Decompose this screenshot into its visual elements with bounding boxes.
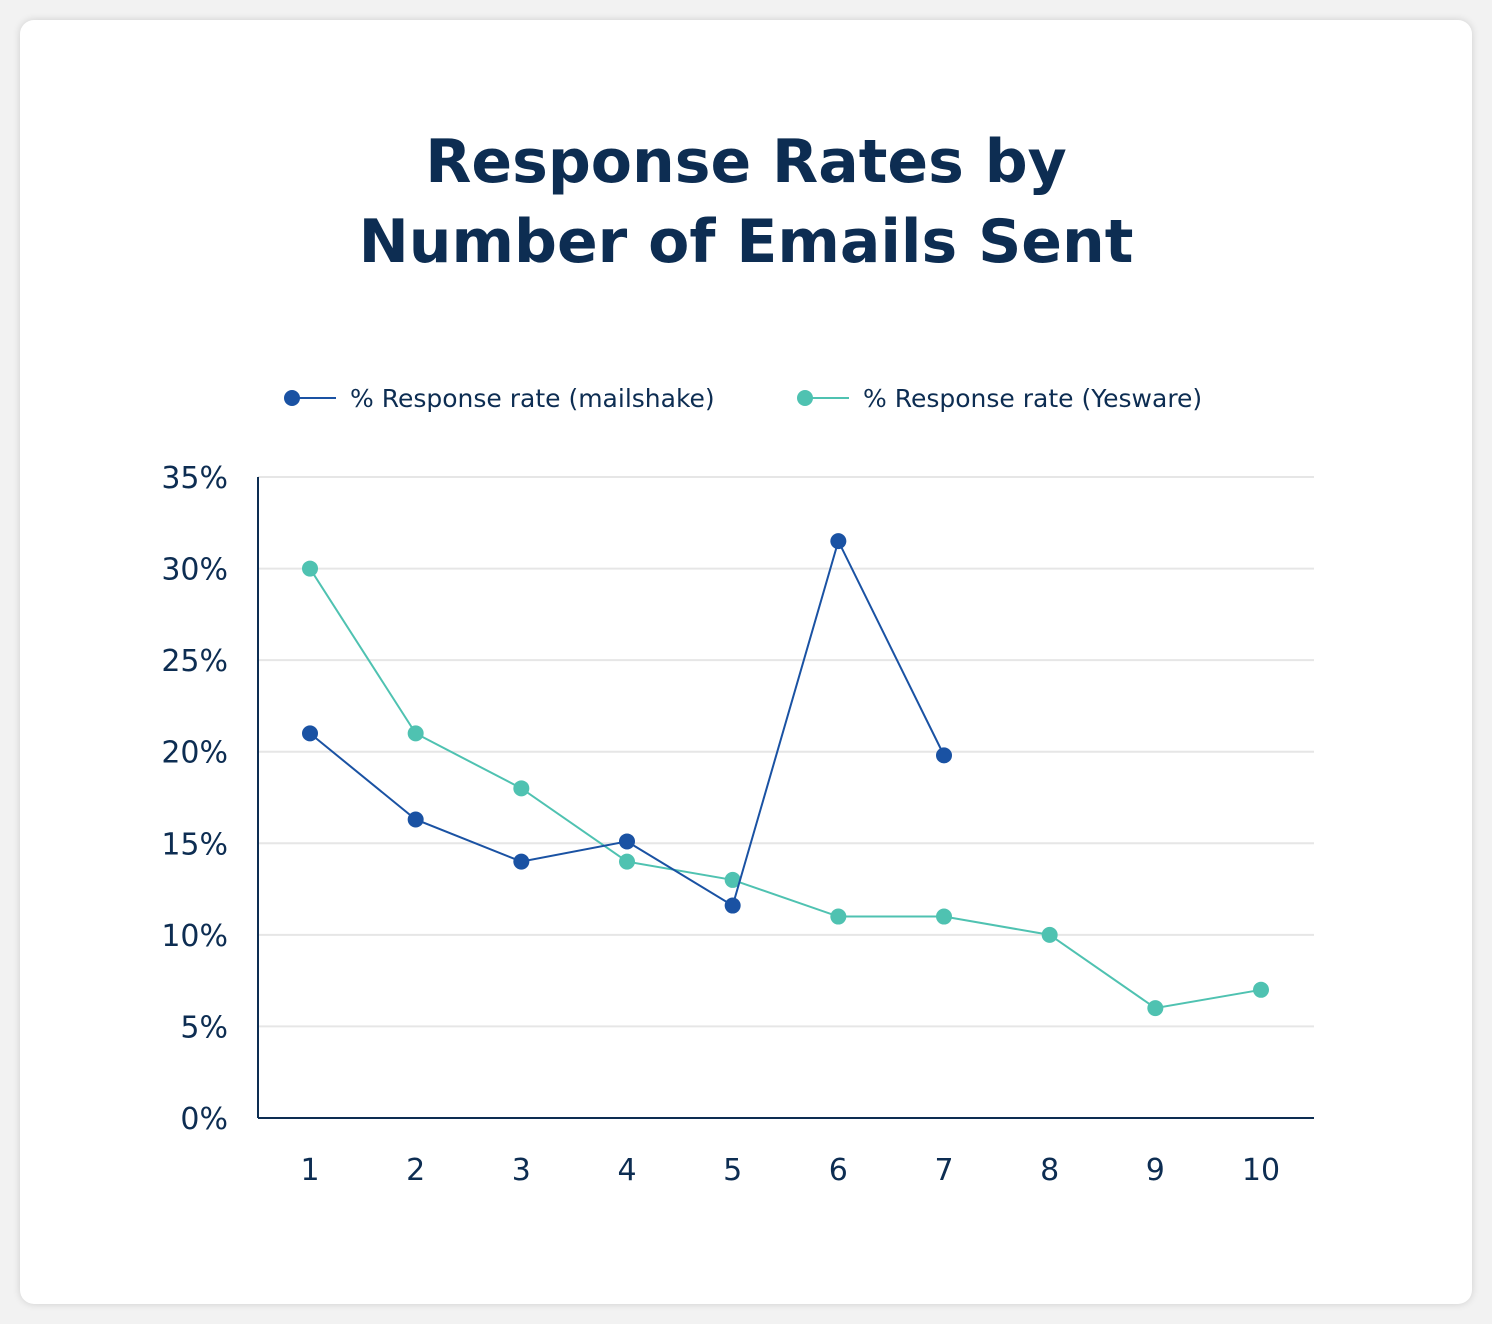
y-tick-label: 10% (161, 919, 228, 954)
x-tick-label: 9 (1146, 1153, 1165, 1188)
data-point (1147, 1000, 1164, 1017)
x-tick-label: 2 (406, 1153, 425, 1188)
chart-card (20, 20, 1472, 1304)
x-tick-label: 6 (829, 1153, 848, 1188)
data-point (830, 533, 847, 550)
data-point (724, 871, 741, 888)
data-point (407, 811, 424, 828)
y-tick-label: 35% (161, 461, 228, 496)
x-tick-label: 8 (1040, 1153, 1059, 1188)
data-point (513, 780, 530, 797)
chart-title-line1: Response Rates by (425, 127, 1067, 197)
x-tick-label: 4 (617, 1153, 636, 1188)
data-point (936, 747, 952, 764)
y-tick-label: 15% (161, 827, 228, 862)
data-point (936, 908, 952, 925)
legend-marker (797, 390, 813, 406)
x-tick-label: 3 (512, 1153, 531, 1188)
data-point (407, 725, 424, 742)
data-point (724, 897, 741, 914)
chart-title: Response Rates by Number of Emails Sent (0, 122, 1492, 282)
data-point (513, 853, 530, 870)
data-point (302, 725, 318, 742)
x-tick-label: 1 (300, 1153, 319, 1188)
x-tick-label: 7 (934, 1153, 953, 1188)
legend-marker (284, 390, 300, 406)
data-point (1041, 926, 1058, 943)
y-tick-label: 5% (180, 1010, 228, 1045)
y-tick-label: 0% (180, 1102, 228, 1137)
data-point (830, 908, 847, 925)
y-tick-label: 20% (161, 736, 228, 771)
data-point (302, 560, 318, 577)
x-tick-label: 10 (1242, 1153, 1280, 1188)
data-point (1253, 981, 1269, 998)
x-tick-label: 5 (723, 1153, 742, 1188)
series-line (309, 538, 945, 908)
chart-title-line2: Number of Emails Sent (358, 207, 1134, 277)
series-line (309, 568, 1262, 1010)
data-point (619, 853, 635, 870)
data-point (619, 833, 635, 850)
legend-label: % Response rate (Yesware) (863, 384, 1202, 413)
legend-label: % Response rate (mailshake) (350, 384, 715, 413)
y-tick-label: 30% (161, 553, 228, 588)
y-tick-label: 25% (161, 644, 228, 679)
